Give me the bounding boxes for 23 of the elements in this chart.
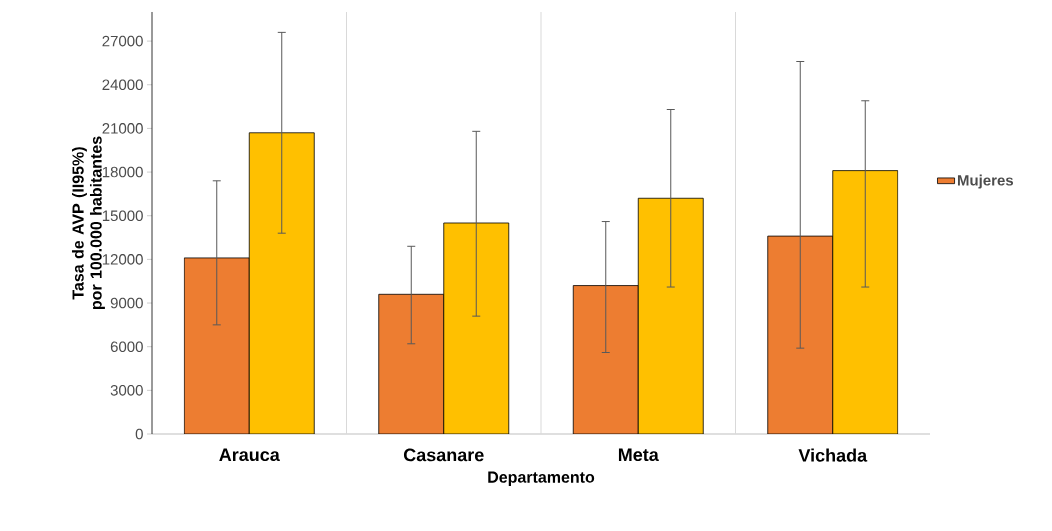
- y-tick-label: 0: [135, 428, 143, 440]
- x-tick-label: Meta: [618, 448, 659, 462]
- bar: [183, 257, 250, 434]
- x-tick-label: Arauca: [219, 448, 280, 462]
- x-tick-label: Vichada: [798, 448, 868, 462]
- y-tick-label: 15000: [102, 210, 143, 222]
- bar: [832, 170, 899, 434]
- y-tick-label: 18000: [102, 166, 143, 178]
- bar: [378, 293, 445, 434]
- y-tick-label: 24000: [102, 79, 143, 91]
- y-tick-label: 12000: [102, 254, 143, 265]
- y-tick-label: 3000: [110, 385, 143, 396]
- y-tick-label: 9000: [110, 297, 143, 309]
- bar: [572, 285, 639, 434]
- x-tick-label: Casanare: [403, 448, 484, 462]
- y-tick-label: 27000: [102, 35, 143, 47]
- legend-label: Mujeres: [957, 174, 1014, 189]
- y-tick-label: 21000: [102, 123, 143, 134]
- x-axis-title: Departamento: [488, 471, 595, 486]
- bar: [443, 222, 510, 434]
- y-tick-label: 6000: [110, 341, 143, 352]
- bar: [248, 132, 315, 434]
- bar: [637, 197, 704, 434]
